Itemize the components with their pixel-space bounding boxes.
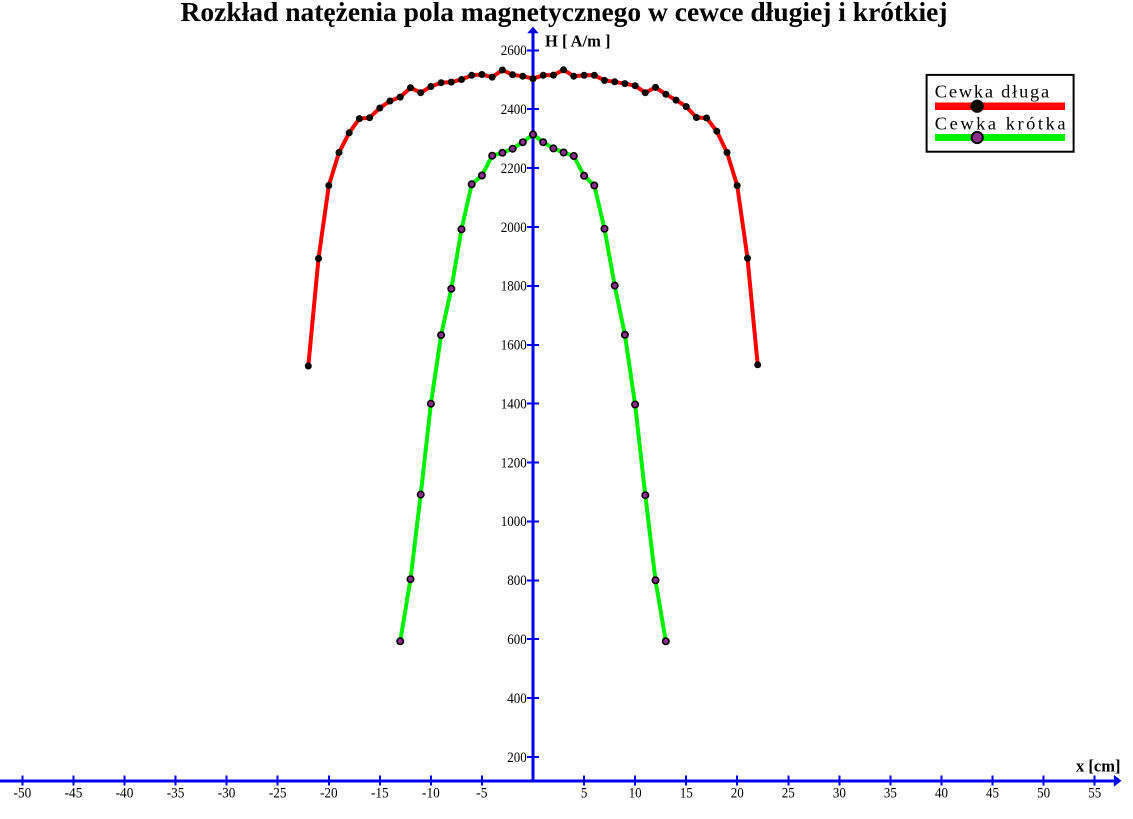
svg-text:15: 15 xyxy=(680,785,693,801)
svg-text:-30: -30 xyxy=(218,785,236,801)
svg-text:2600: 2600 xyxy=(501,43,527,59)
svg-text:1600: 1600 xyxy=(501,338,527,354)
svg-text:-40: -40 xyxy=(116,785,134,801)
svg-text:20: 20 xyxy=(731,785,744,801)
svg-text:-20: -20 xyxy=(320,785,338,801)
svg-text:25: 25 xyxy=(782,785,795,801)
svg-text:5: 5 xyxy=(581,785,588,801)
svg-text:Rozkład natężenia pola magnety: Rozkład natężenia pola magnetycznego w c… xyxy=(181,0,948,27)
svg-text:2200: 2200 xyxy=(501,161,527,177)
svg-text:400: 400 xyxy=(507,691,527,707)
svg-text:800: 800 xyxy=(507,573,527,589)
svg-text:1400: 1400 xyxy=(501,397,527,413)
svg-text:Cewka krótka: Cewka krótka xyxy=(935,114,1066,134)
svg-text:30: 30 xyxy=(833,785,846,801)
svg-text:1200: 1200 xyxy=(501,455,527,471)
svg-text:-45: -45 xyxy=(65,785,83,801)
svg-text:1000: 1000 xyxy=(501,514,527,530)
svg-text:x [cm]: x [cm] xyxy=(1076,756,1120,775)
svg-text:600: 600 xyxy=(507,632,527,648)
svg-text:-35: -35 xyxy=(167,785,185,801)
svg-text:2400: 2400 xyxy=(501,102,527,118)
svg-text:-25: -25 xyxy=(269,785,287,801)
svg-text:45: 45 xyxy=(986,785,999,801)
svg-text:2000: 2000 xyxy=(501,220,527,236)
svg-text:10: 10 xyxy=(629,785,642,801)
svg-text:1800: 1800 xyxy=(501,279,527,295)
svg-text:-5: -5 xyxy=(476,785,487,801)
svg-text:50: 50 xyxy=(1037,785,1050,801)
svg-text:-50: -50 xyxy=(14,785,32,801)
svg-text:-10: -10 xyxy=(422,785,440,801)
svg-text:Cewka długa: Cewka długa xyxy=(935,82,1049,102)
svg-text:40: 40 xyxy=(935,785,948,801)
svg-text:-15: -15 xyxy=(371,785,389,801)
svg-text:35: 35 xyxy=(884,785,897,801)
svg-text:H [ A/m ]: H [ A/m ] xyxy=(545,31,611,50)
svg-text:200: 200 xyxy=(507,750,527,766)
svg-text:55: 55 xyxy=(1088,785,1101,801)
